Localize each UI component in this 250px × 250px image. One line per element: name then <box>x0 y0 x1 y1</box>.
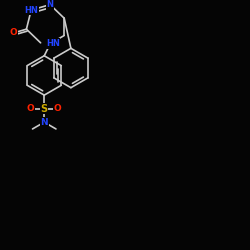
Text: N: N <box>40 118 48 127</box>
Text: S: S <box>41 104 48 114</box>
Text: N: N <box>46 0 54 9</box>
Text: O: O <box>27 104 34 113</box>
Text: HN: HN <box>46 39 60 48</box>
Text: HN: HN <box>24 6 38 15</box>
Text: O: O <box>10 28 17 38</box>
Text: O: O <box>54 104 62 113</box>
